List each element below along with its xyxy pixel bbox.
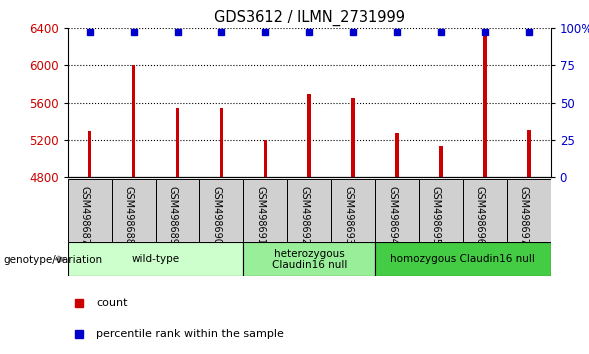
Text: GSM498695: GSM498695 [431,187,441,245]
FancyBboxPatch shape [243,242,375,276]
Text: wild-type: wild-type [131,254,180,264]
Bar [352,98,355,177]
FancyBboxPatch shape [243,179,287,242]
FancyBboxPatch shape [419,179,463,242]
FancyBboxPatch shape [463,179,507,242]
Text: GSM498696: GSM498696 [475,187,485,245]
Bar [439,146,443,177]
Text: genotype/variation: genotype/variation [3,255,102,265]
FancyBboxPatch shape [375,179,419,242]
Text: percentile rank within the sample: percentile rank within the sample [97,329,284,339]
Text: GSM498697: GSM498697 [519,187,529,245]
Bar [88,131,91,177]
Bar [132,64,135,177]
FancyBboxPatch shape [155,179,200,242]
Bar [263,140,267,177]
Text: heterozygous
Claudin16 null: heterozygous Claudin16 null [272,249,347,270]
Text: GSM498692: GSM498692 [299,187,309,245]
Text: GSM498688: GSM498688 [124,187,134,245]
Text: GSM498694: GSM498694 [387,187,397,245]
FancyBboxPatch shape [68,242,243,276]
FancyBboxPatch shape [331,179,375,242]
Bar [483,30,487,177]
FancyBboxPatch shape [375,242,551,276]
Text: GSM498693: GSM498693 [343,187,353,245]
FancyBboxPatch shape [68,179,112,242]
Bar [220,108,223,177]
Text: GSM498691: GSM498691 [255,187,265,245]
Text: homozygous Claudin16 null: homozygous Claudin16 null [391,254,535,264]
Bar [307,94,311,177]
FancyBboxPatch shape [200,179,243,242]
Bar [176,108,179,177]
Bar [395,133,399,177]
FancyBboxPatch shape [112,179,155,242]
FancyBboxPatch shape [287,179,331,242]
Text: count: count [97,298,128,308]
Text: GSM498687: GSM498687 [80,187,90,245]
Text: GSM498689: GSM498689 [167,187,177,245]
Text: GSM498690: GSM498690 [211,187,221,245]
Title: GDS3612 / ILMN_2731999: GDS3612 / ILMN_2731999 [214,9,405,25]
Bar [527,130,531,177]
FancyBboxPatch shape [507,179,551,242]
